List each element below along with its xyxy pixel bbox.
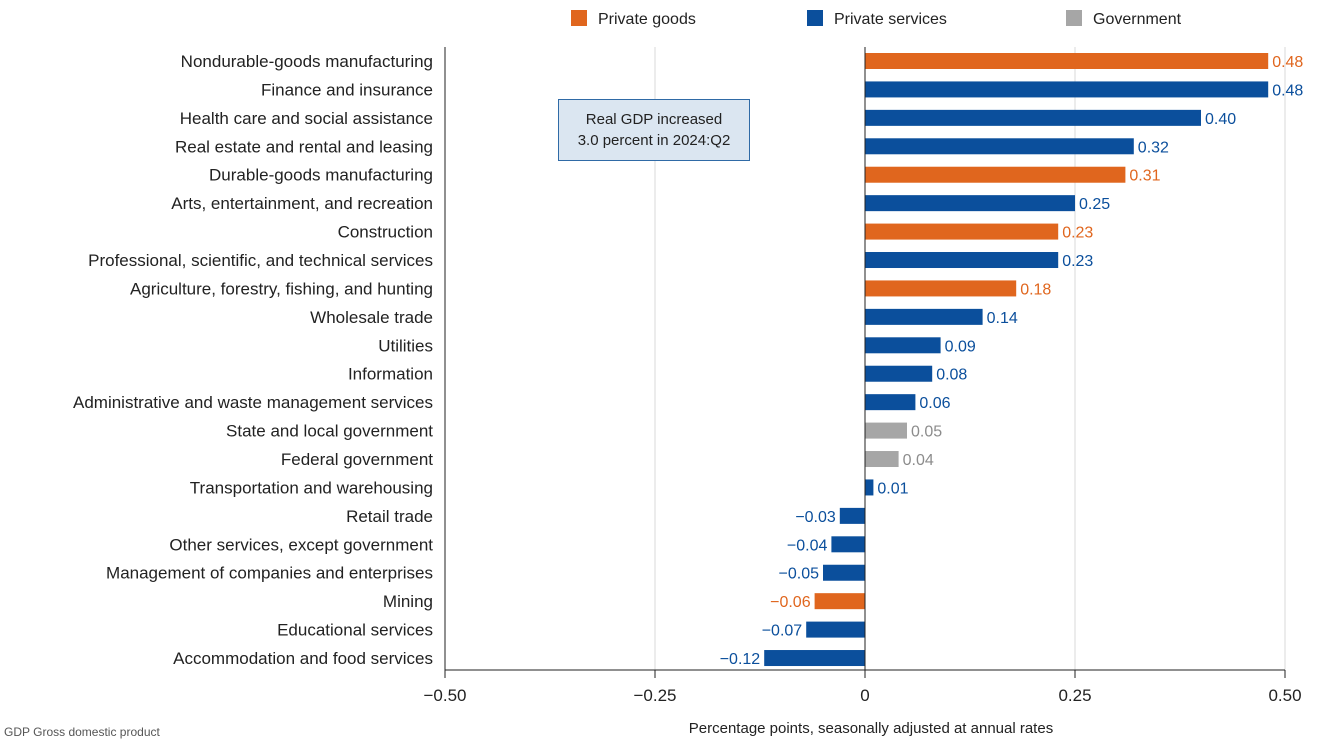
bar (865, 479, 874, 496)
bar (806, 621, 865, 638)
data-label: 0.09 (945, 338, 976, 355)
category-label: Retail trade (346, 507, 433, 526)
category-label: Transportation and warehousing (190, 478, 433, 497)
footnote: GDP Gross domestic product (4, 725, 160, 739)
category-label: Arts, entertainment, and recreation (171, 194, 433, 213)
category-label: State and local government (226, 422, 433, 441)
data-label: 0.31 (1129, 168, 1160, 185)
data-label: 0.23 (1062, 225, 1093, 242)
category-label: Utilities (378, 336, 433, 355)
data-label: 0.08 (936, 367, 967, 384)
category-label: Mining (383, 592, 433, 611)
data-label: −0.05 (779, 566, 820, 583)
category-label: Real estate and rental and leasing (175, 137, 433, 156)
bar (865, 365, 933, 382)
legend-label: Private goods (598, 11, 696, 28)
data-label: 0.14 (987, 310, 1018, 327)
x-tick-label: −0.25 (633, 686, 676, 705)
data-label: −0.04 (787, 537, 828, 554)
data-label: 0.05 (911, 424, 942, 441)
data-label: −0.03 (795, 509, 836, 526)
x-tick-label: 0.50 (1268, 686, 1301, 705)
data-label: 0.25 (1079, 196, 1110, 213)
legend-swatch (1066, 10, 1082, 26)
data-label: 0.04 (903, 452, 934, 469)
category-label: Other services, except government (169, 535, 433, 554)
category-label: Health care and social assistance (180, 109, 433, 128)
bar (865, 394, 916, 411)
bar (865, 138, 1134, 155)
bar (865, 81, 1269, 98)
annotation-line-2: 3.0 percent in 2024:Q2 (577, 132, 731, 149)
bar (865, 422, 907, 439)
bar (865, 53, 1269, 69)
data-label: −0.06 (770, 594, 811, 611)
bar (865, 308, 983, 325)
bar (865, 166, 1126, 183)
category-label: Administrative and waste management serv… (73, 393, 433, 412)
data-label: 0.18 (1020, 281, 1051, 298)
bar (865, 337, 941, 354)
bar (814, 593, 865, 610)
x-tick-label: 0.25 (1058, 686, 1091, 705)
annotation-line-1: Real GDP increased (585, 111, 723, 128)
category-label: Professional, scientific, and technical … (88, 251, 433, 270)
bar (865, 195, 1075, 212)
bar (865, 223, 1059, 240)
category-label: Management of companies and enterprises (106, 564, 433, 583)
data-label: −0.07 (762, 623, 803, 640)
category-label: Wholesale trade (310, 308, 433, 327)
category-label: Construction (338, 223, 433, 242)
data-label: 0.48 (1272, 54, 1303, 71)
data-label: 0.23 (1062, 253, 1093, 270)
category-label: Finance and insurance (261, 80, 433, 99)
bar (865, 252, 1059, 269)
category-label: Information (348, 365, 433, 384)
legend-label: Government (1093, 11, 1182, 28)
legend-label: Private services (834, 11, 947, 28)
bar (831, 536, 865, 553)
annotation-box: Real GDP increased 3.0 percent in 2024:Q… (558, 99, 750, 161)
data-label: 0.01 (877, 480, 908, 497)
category-label: Durable-goods manufacturing (209, 166, 433, 185)
data-label: 0.48 (1272, 82, 1303, 99)
x-tick-label: 0 (860, 686, 869, 705)
data-label: 0.32 (1138, 139, 1169, 156)
bar (764, 650, 865, 667)
bar (865, 109, 1201, 126)
bar (823, 564, 865, 581)
x-tick-label: −0.50 (423, 686, 466, 705)
category-label: Federal government (281, 450, 433, 469)
category-label: Educational services (277, 621, 433, 640)
bar (865, 451, 899, 468)
bar (865, 280, 1017, 297)
bar (839, 507, 865, 524)
data-label: 0.40 (1205, 111, 1236, 128)
data-label: 0.06 (919, 395, 950, 412)
x-axis-title: Percentage points, seasonally adjusted a… (689, 720, 1053, 737)
category-label: Agriculture, forestry, fishing, and hunt… (130, 279, 433, 298)
category-label: Accommodation and food services (173, 649, 433, 668)
category-label: Nondurable-goods manufacturing (181, 52, 433, 71)
legend-swatch (571, 10, 587, 26)
legend-swatch (807, 10, 823, 26)
data-label: −0.12 (720, 651, 761, 668)
